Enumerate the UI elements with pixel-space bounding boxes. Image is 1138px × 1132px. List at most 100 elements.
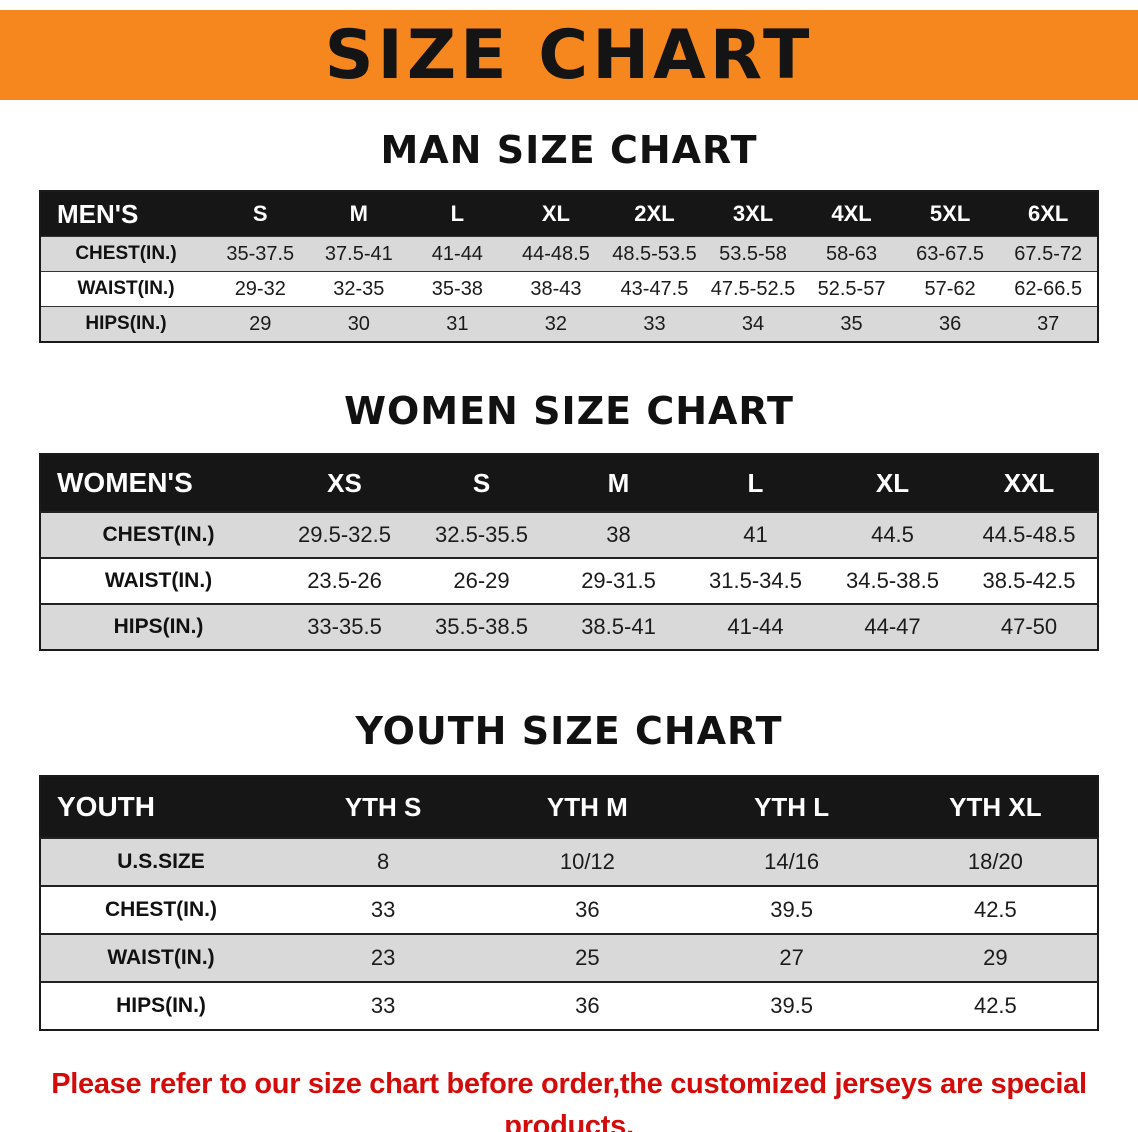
measurement-value-cell: 43-47.5 xyxy=(605,271,704,307)
women-size-table: WOMEN'S XS S M L XL XXL CHEST(IN.) 29.5-32.5 32.5… xyxy=(39,453,1099,651)
row-label-cell: WAIST(IN.) xyxy=(40,557,276,604)
page-title: SIZE CHART xyxy=(324,15,814,95)
measurement-value-cell: 23 xyxy=(281,933,486,982)
men-size-section: MAN SIZE CHART MEN'S S M L XL 2XL 3XL 4XL 5XL 6XL… xyxy=(0,126,1138,343)
disclaimer-note: Please refer to our size chart before or… xyxy=(0,1063,1138,1132)
measurement-value-cell: 32.5-35.5 xyxy=(413,511,550,558)
measurement-value-cell: 34.5-38.5 xyxy=(824,557,961,604)
measurement-value-cell: 58-63 xyxy=(802,236,901,272)
measurement-value-cell: 63-67.5 xyxy=(900,236,1000,272)
table-title-cell: MEN'S xyxy=(40,191,211,237)
measurement-value-cell: 44.5 xyxy=(824,511,961,558)
disclaimer-line-1: Please refer to our size chart before or… xyxy=(51,1068,1087,1132)
measurement-value-cell: 10/12 xyxy=(485,837,690,886)
measurement-value-cell: 42.5 xyxy=(893,885,1098,934)
size-header-cell: XXL xyxy=(961,454,1098,512)
size-header-cell: M xyxy=(309,191,409,237)
measurement-value-cell: 25 xyxy=(485,933,690,982)
measurement-value-cell: 52.5-57 xyxy=(802,271,901,307)
measurement-value-cell: 47-50 xyxy=(961,603,1098,650)
size-header-cell: L xyxy=(408,191,507,237)
table-row: WAIST(IN.) 23.5-26 26-29 29-31.5 31.5-34.5 34… xyxy=(40,557,1098,604)
measurement-value-cell: 32-35 xyxy=(309,271,409,307)
measurement-value-cell: 39.5 xyxy=(689,981,894,1030)
table-row: CHEST(IN.) 35-37.5 37.5-41 41-44 44-48.5 48.5… xyxy=(40,236,1098,272)
measurement-value-cell: 44-48.5 xyxy=(506,236,606,272)
measurement-value-cell: 39.5 xyxy=(689,885,894,934)
table-row: CHEST(IN.) 33 36 39.5 42.5 xyxy=(40,885,1098,934)
table-row: WAIST(IN.) 29-32 32-35 35-38 38-43 43-47.5 47.… xyxy=(40,271,1098,307)
size-header-cell: M xyxy=(550,454,687,512)
table-header-row: WOMEN'S XS S M L XL XXL xyxy=(40,454,1098,512)
measurement-value-cell: 41 xyxy=(687,511,824,558)
table-title-cell: WOMEN'S xyxy=(40,454,276,512)
table-row: HIPS(IN.) 33-35.5 35.5-38.5 38.5-41 41-44 44-… xyxy=(40,603,1098,650)
measurement-value-cell: 44.5-48.5 xyxy=(961,511,1098,558)
table-header-row: MEN'S S M L XL 2XL 3XL 4XL 5XL 6XL xyxy=(40,191,1098,237)
measurement-value-cell: 34 xyxy=(703,306,803,342)
row-label-cell: HIPS(IN.) xyxy=(40,306,211,342)
row-label-cell: CHEST(IN.) xyxy=(40,511,276,558)
measurement-value-cell: 29 xyxy=(893,933,1098,982)
size-header-cell: YTH L xyxy=(689,776,894,838)
measurement-value-cell: 29-32 xyxy=(211,271,310,307)
measurement-value-cell: 48.5-53.5 xyxy=(605,236,704,272)
measurement-value-cell: 33 xyxy=(605,306,704,342)
measurement-value-cell: 37 xyxy=(999,306,1098,342)
size-header-cell: 6XL xyxy=(999,191,1098,237)
measurement-value-cell: 33 xyxy=(281,981,486,1030)
size-header-cell: YTH M xyxy=(485,776,690,838)
measurement-value-cell: 32 xyxy=(506,306,606,342)
youth-size-section: YOUTH SIZE CHART YOUTH YTH S YTH M YTH L YTH… xyxy=(0,707,1138,1031)
measurement-value-cell: 36 xyxy=(485,885,690,934)
measurement-value-cell: 38 xyxy=(550,511,687,558)
measurement-value-cell: 62-66.5 xyxy=(999,271,1098,307)
measurement-value-cell: 31.5-34.5 xyxy=(687,557,824,604)
measurement-value-cell: 35-38 xyxy=(408,271,507,307)
measurement-value-cell: 14/16 xyxy=(689,837,894,886)
measurement-value-cell: 33-35.5 xyxy=(276,603,413,650)
measurement-value-cell: 33 xyxy=(281,885,486,934)
size-header-cell: XL xyxy=(506,191,606,237)
row-label-cell: CHEST(IN.) xyxy=(40,236,211,272)
measurement-value-cell: 38-43 xyxy=(506,271,606,307)
measurement-value-cell: 57-62 xyxy=(900,271,1000,307)
size-header-cell: YTH XL xyxy=(893,776,1098,838)
measurement-value-cell: 67.5-72 xyxy=(999,236,1098,272)
men-section-heading: MAN SIZE CHART xyxy=(380,128,758,172)
measurement-value-cell: 38.5-41 xyxy=(550,603,687,650)
measurement-value-cell: 42.5 xyxy=(893,981,1098,1030)
size-header-cell: 5XL xyxy=(900,191,1000,237)
measurement-value-cell: 18/20 xyxy=(893,837,1098,886)
measurement-value-cell: 38.5-42.5 xyxy=(961,557,1098,604)
title-banner: SIZE CHART xyxy=(0,10,1138,100)
row-label-cell: WAIST(IN.) xyxy=(40,271,211,307)
women-section-heading: WOMEN SIZE CHART xyxy=(344,389,794,433)
measurement-value-cell: 47.5-52.5 xyxy=(703,271,803,307)
size-header-cell: L xyxy=(687,454,824,512)
size-header-cell: YTH S xyxy=(281,776,486,838)
size-header-cell: XL xyxy=(824,454,961,512)
row-label-cell: CHEST(IN.) xyxy=(40,885,281,934)
measurement-value-cell: 37.5-41 xyxy=(309,236,409,272)
measurement-value-cell: 30 xyxy=(309,306,409,342)
youth-size-table: YOUTH YTH S YTH M YTH L YTH XL U.S.SIZE 8 10/12… xyxy=(39,775,1099,1031)
size-header-cell: XS xyxy=(276,454,413,512)
size-header-cell: 4XL xyxy=(802,191,901,237)
table-header-row: YOUTH YTH S YTH M YTH L YTH XL xyxy=(40,776,1098,838)
row-label-cell: HIPS(IN.) xyxy=(40,603,276,650)
table-row: HIPS(IN.) 29 30 31 32 33 34 35 36 37 xyxy=(40,306,1098,342)
measurement-value-cell: 36 xyxy=(485,981,690,1030)
measurement-value-cell: 29.5-32.5 xyxy=(276,511,413,558)
row-label-cell: HIPS(IN.) xyxy=(40,981,281,1030)
measurement-value-cell: 53.5-58 xyxy=(703,236,803,272)
size-header-cell: 2XL xyxy=(605,191,704,237)
row-label-cell: U.S.SIZE xyxy=(40,837,281,886)
row-label-cell: WAIST(IN.) xyxy=(40,933,281,982)
measurement-value-cell: 36 xyxy=(900,306,1000,342)
table-row: HIPS(IN.) 33 36 39.5 42.5 xyxy=(40,981,1098,1030)
measurement-value-cell: 8 xyxy=(281,837,486,886)
measurement-value-cell: 29-31.5 xyxy=(550,557,687,604)
youth-section-heading: YOUTH SIZE CHART xyxy=(355,709,783,753)
measurement-value-cell: 41-44 xyxy=(687,603,824,650)
